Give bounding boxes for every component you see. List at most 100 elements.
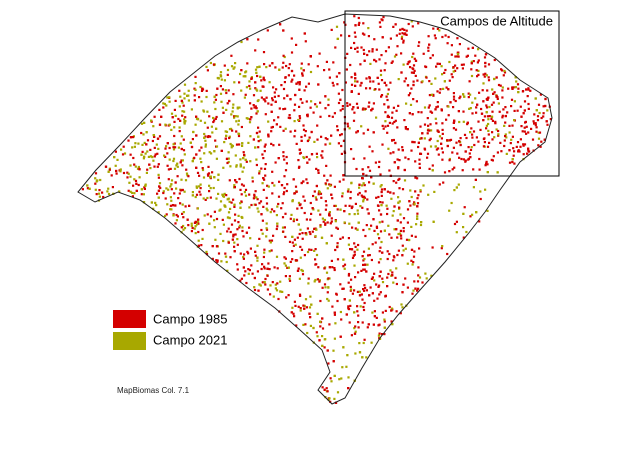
land-cover-dot bbox=[397, 201, 400, 204]
land-cover-dot bbox=[373, 279, 376, 282]
land-cover-dot bbox=[294, 304, 297, 307]
land-cover-dot bbox=[260, 167, 263, 170]
land-cover-dot bbox=[232, 198, 235, 201]
land-cover-dot bbox=[164, 147, 167, 150]
land-cover-dot bbox=[433, 190, 436, 193]
land-cover-dot bbox=[354, 227, 357, 230]
land-cover-dot bbox=[462, 158, 465, 161]
land-cover-dot bbox=[546, 123, 549, 126]
land-cover-dot bbox=[517, 87, 520, 90]
land-cover-dot bbox=[401, 306, 404, 309]
land-cover-dot bbox=[511, 86, 514, 89]
land-cover-dot bbox=[342, 346, 345, 349]
land-cover-dot bbox=[219, 200, 223, 203]
land-cover-dot bbox=[271, 97, 274, 100]
land-cover-dot bbox=[327, 299, 330, 302]
land-cover-dot bbox=[191, 138, 194, 141]
land-cover-dot bbox=[260, 228, 263, 232]
land-cover-dot bbox=[353, 264, 356, 267]
land-cover-dot bbox=[390, 236, 393, 239]
land-cover-dot bbox=[212, 120, 215, 124]
land-cover-dot bbox=[268, 64, 271, 67]
land-cover-dot bbox=[455, 186, 458, 189]
land-cover-dot bbox=[258, 130, 261, 133]
land-cover-dot bbox=[188, 204, 191, 207]
land-cover-dot bbox=[262, 188, 265, 191]
land-cover-dot bbox=[358, 351, 362, 354]
land-cover-dot bbox=[292, 220, 295, 223]
land-cover-dot bbox=[254, 49, 257, 52]
land-cover-dot bbox=[325, 387, 328, 390]
land-cover-dot bbox=[363, 338, 366, 341]
land-cover-dot bbox=[354, 325, 357, 328]
land-cover-dot bbox=[438, 183, 441, 186]
land-cover-dot bbox=[522, 153, 525, 156]
land-cover-dot bbox=[281, 290, 284, 293]
land-cover-dot bbox=[472, 168, 475, 171]
land-cover-dot bbox=[513, 100, 516, 103]
land-cover-dot bbox=[354, 352, 357, 355]
land-cover-dot bbox=[451, 76, 454, 79]
land-cover-dot bbox=[506, 111, 509, 114]
land-cover-dot bbox=[123, 152, 127, 155]
land-cover-dot bbox=[394, 141, 397, 145]
land-cover-dot bbox=[212, 116, 215, 120]
land-cover-dot bbox=[470, 60, 473, 63]
land-cover-dot bbox=[399, 312, 402, 315]
land-cover-dot bbox=[377, 334, 381, 337]
land-cover-dot bbox=[328, 68, 331, 71]
land-cover-dot bbox=[219, 75, 223, 78]
land-cover-dot bbox=[219, 85, 222, 88]
land-cover-dot bbox=[367, 35, 370, 38]
land-cover-dot bbox=[438, 135, 442, 138]
land-cover-dot bbox=[391, 60, 394, 63]
land-cover-dot bbox=[297, 305, 300, 308]
land-cover-dot bbox=[397, 78, 400, 81]
land-cover-dot bbox=[182, 216, 185, 219]
land-cover-dot bbox=[156, 137, 160, 140]
land-cover-dot bbox=[398, 159, 401, 162]
land-cover-dot bbox=[419, 223, 423, 227]
land-cover-dot bbox=[521, 130, 524, 133]
land-cover-dot bbox=[405, 33, 408, 36]
land-cover-dot bbox=[387, 105, 390, 108]
land-cover-dot bbox=[224, 252, 227, 255]
land-cover-dot bbox=[409, 103, 413, 106]
land-cover-dot bbox=[301, 269, 304, 273]
land-cover-dot bbox=[258, 170, 261, 173]
land-cover-dot bbox=[532, 120, 535, 123]
land-cover-dot bbox=[266, 184, 269, 187]
land-cover-dot bbox=[527, 131, 530, 134]
land-cover-dot bbox=[329, 377, 332, 380]
land-cover-dot bbox=[354, 73, 357, 76]
land-cover-dot bbox=[174, 99, 177, 102]
land-cover-dot bbox=[355, 167, 358, 171]
land-cover-dot bbox=[343, 210, 346, 213]
land-cover-dot bbox=[236, 238, 239, 241]
land-cover-dot bbox=[284, 107, 287, 110]
land-cover-dot bbox=[336, 258, 340, 261]
land-cover-dot bbox=[193, 221, 197, 224]
land-cover-dot bbox=[289, 130, 292, 133]
land-cover-dot bbox=[132, 184, 135, 187]
land-cover-dot bbox=[523, 100, 527, 103]
land-cover-dot bbox=[361, 298, 364, 301]
land-cover-dot bbox=[441, 128, 444, 131]
land-cover-dot bbox=[341, 236, 344, 239]
land-cover-dot bbox=[417, 44, 420, 47]
land-cover-dot bbox=[244, 194, 248, 197]
land-cover-dot bbox=[173, 134, 176, 138]
land-cover-dot bbox=[342, 258, 345, 261]
land-cover-dot bbox=[208, 151, 211, 154]
land-cover-dot bbox=[277, 195, 281, 198]
land-cover-dot bbox=[202, 110, 206, 113]
land-cover-dot bbox=[303, 89, 306, 92]
land-cover-dot bbox=[181, 114, 184, 117]
land-cover-dot bbox=[453, 222, 457, 226]
land-cover-dot bbox=[426, 129, 430, 132]
land-cover-dot bbox=[413, 69, 416, 72]
land-cover-dot bbox=[350, 83, 354, 86]
land-cover-dot bbox=[193, 87, 196, 90]
land-cover-dot bbox=[252, 138, 255, 141]
land-cover-dot bbox=[271, 181, 274, 185]
